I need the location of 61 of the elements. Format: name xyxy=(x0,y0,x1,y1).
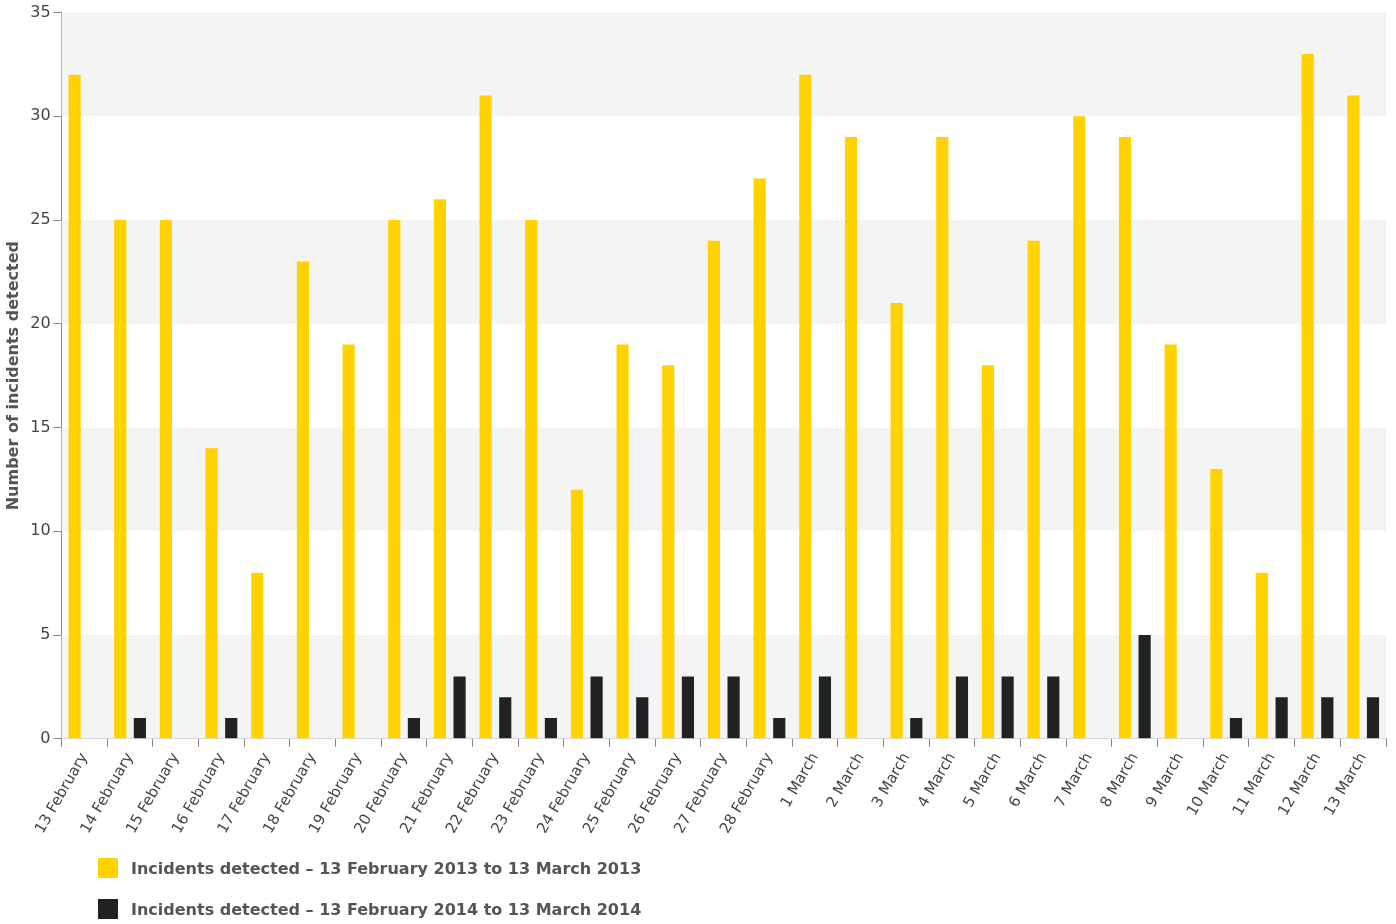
bar xyxy=(1047,676,1060,739)
bar xyxy=(1255,572,1269,739)
bar xyxy=(910,718,923,739)
bar xyxy=(225,718,238,739)
bar xyxy=(114,220,127,739)
bar xyxy=(1138,635,1151,739)
y-tick-label: 15 xyxy=(30,416,51,436)
bar xyxy=(388,220,401,739)
bar xyxy=(525,220,538,739)
bar xyxy=(636,697,649,739)
bar xyxy=(1321,697,1334,739)
legend-label: Incidents detected – 13 February 2014 to 13 March 2014 xyxy=(131,899,642,919)
bar xyxy=(616,344,629,739)
bar xyxy=(662,365,675,739)
y-tick-label: 20 xyxy=(30,312,51,332)
y-tick-label: 25 xyxy=(30,209,51,229)
bar xyxy=(590,676,603,739)
y-axis-title: Number of incidents detected xyxy=(2,241,22,511)
bar xyxy=(1275,697,1288,739)
bar xyxy=(499,697,512,739)
bar xyxy=(753,178,766,739)
bar xyxy=(1118,137,1132,739)
bar xyxy=(479,95,492,739)
bar xyxy=(1001,676,1014,739)
bar xyxy=(133,718,146,739)
bar xyxy=(936,137,949,739)
bar xyxy=(981,365,995,739)
bar xyxy=(205,448,218,739)
bar xyxy=(1229,718,1243,739)
bar xyxy=(1347,95,1360,739)
bar xyxy=(453,676,466,739)
bar xyxy=(342,344,355,739)
bar xyxy=(844,137,858,739)
bar xyxy=(68,74,81,739)
bar xyxy=(433,199,447,739)
bar xyxy=(955,676,969,739)
bar xyxy=(159,220,172,739)
bar xyxy=(407,718,420,739)
bar xyxy=(1210,469,1223,739)
bar xyxy=(570,489,584,739)
bar xyxy=(296,261,310,739)
bar xyxy=(799,74,812,739)
bar xyxy=(1301,54,1314,739)
y-tick-label: 0 xyxy=(40,727,51,747)
bar xyxy=(1366,697,1380,739)
bar xyxy=(1164,344,1177,739)
bar xyxy=(251,572,264,739)
y-tick-label: 10 xyxy=(30,520,51,540)
legend-label: Incidents detected – 13 February 2013 to 13 March 2013 xyxy=(131,858,642,878)
bar xyxy=(1073,116,1086,739)
bar xyxy=(890,303,903,739)
bar xyxy=(818,676,832,739)
bar xyxy=(773,718,786,739)
bar xyxy=(727,676,740,739)
y-tick-label: 35 xyxy=(30,1,51,21)
bar xyxy=(681,676,695,739)
y-tick-label: 30 xyxy=(30,105,51,125)
y-tick-label: 5 xyxy=(40,624,51,644)
bar xyxy=(707,240,721,739)
bar xyxy=(1027,240,1040,739)
bar xyxy=(544,718,558,739)
